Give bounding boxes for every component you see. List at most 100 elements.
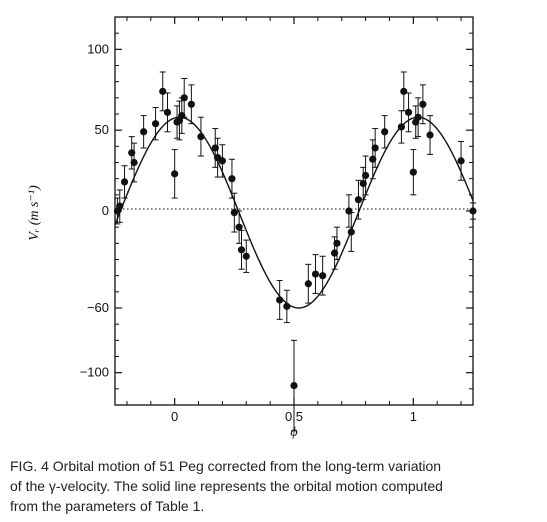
data-point [409,149,417,196]
data-point [397,110,405,144]
data-point [242,239,250,273]
data-point [354,179,363,220]
data-point [381,115,389,149]
data-point [319,255,327,296]
data-point [237,229,246,270]
figure-caption: FIG. 4 Orbital motion of 51 Peg correcte… [10,456,540,516]
y-tick-label: 0 [102,203,109,218]
point-marker [330,249,339,257]
data-point [404,92,413,133]
model-curve [114,116,474,309]
point-marker [381,128,389,136]
point-marker [311,270,320,278]
point-marker [242,252,250,260]
data-point [235,210,243,244]
data-point [371,128,379,168]
point-marker [116,202,124,210]
point-marker [163,108,172,116]
point-marker [404,108,413,116]
data-point [333,226,341,260]
y-tick-label: 100 [87,41,109,56]
data-point [469,202,477,220]
data-point [457,140,465,181]
data-point [130,142,138,183]
data-point [180,77,188,118]
data-point [414,97,422,138]
point-marker [237,246,246,254]
point-marker [362,171,370,180]
data-point [171,149,179,199]
data-point [140,115,148,149]
data-point [187,84,195,125]
point-marker [469,207,477,215]
point-marker [140,128,148,136]
point-marker [235,223,243,231]
data-point [311,254,320,294]
data-point [116,189,124,223]
data-point [211,128,219,168]
data-point [347,212,355,252]
caption-line-2: of the γ-velocity. The solid line repres… [10,478,443,494]
point-marker [400,87,408,95]
data-point [120,165,129,199]
point-marker [369,155,377,163]
point-marker [409,168,417,176]
point-marker [128,149,136,157]
point-marker [180,94,188,102]
point-marker [228,175,236,183]
point-marker [304,280,312,288]
x-tick-label: 0 [171,409,178,424]
data-point [290,339,298,432]
data-point [400,71,408,112]
data-point [304,263,312,304]
point-marker [276,296,284,304]
y-axis-label: Vᵣ (m s⁻¹) [27,185,42,241]
data-point [159,71,167,112]
point-marker [347,228,355,236]
point-marker [211,144,219,152]
point-marker [333,239,341,247]
point-marker [397,123,405,131]
point-marker [414,113,422,121]
point-marker [218,157,226,165]
x-axis-label: ϕ [290,425,297,440]
data-point [228,158,236,199]
caption-line-3: from the parameters of Table 1. [10,498,205,514]
point-marker [230,209,238,217]
data-point [419,84,427,125]
point-marker [319,272,327,280]
data-point [197,116,205,157]
data-point [362,155,370,196]
data-point [283,289,291,324]
caption-line-1: FIG. 4 Orbital motion of 51 Peg correcte… [10,458,442,474]
point-marker [171,170,179,178]
point-marker [354,196,363,204]
point-marker [426,131,434,139]
data-point [151,107,160,141]
x-tick-label: 1 [410,409,417,424]
point-marker [151,120,160,128]
y-tick-label: −60 [87,300,109,315]
data-points [113,71,477,432]
point-marker [159,87,167,95]
data-point [276,280,284,320]
y-tick-label: 50 [95,122,109,137]
point-marker [197,133,205,141]
y-tick-label: −100 [80,365,109,380]
point-marker [130,158,138,167]
point-marker [419,100,427,108]
data-point [426,115,434,155]
point-marker [120,178,129,186]
point-marker [457,157,465,165]
point-marker [290,382,298,390]
data-point [163,92,172,133]
point-marker [283,302,291,310]
point-marker [359,179,367,188]
data-point [412,105,420,139]
data-point [218,144,226,178]
point-marker [371,144,379,152]
point-marker [187,100,195,108]
